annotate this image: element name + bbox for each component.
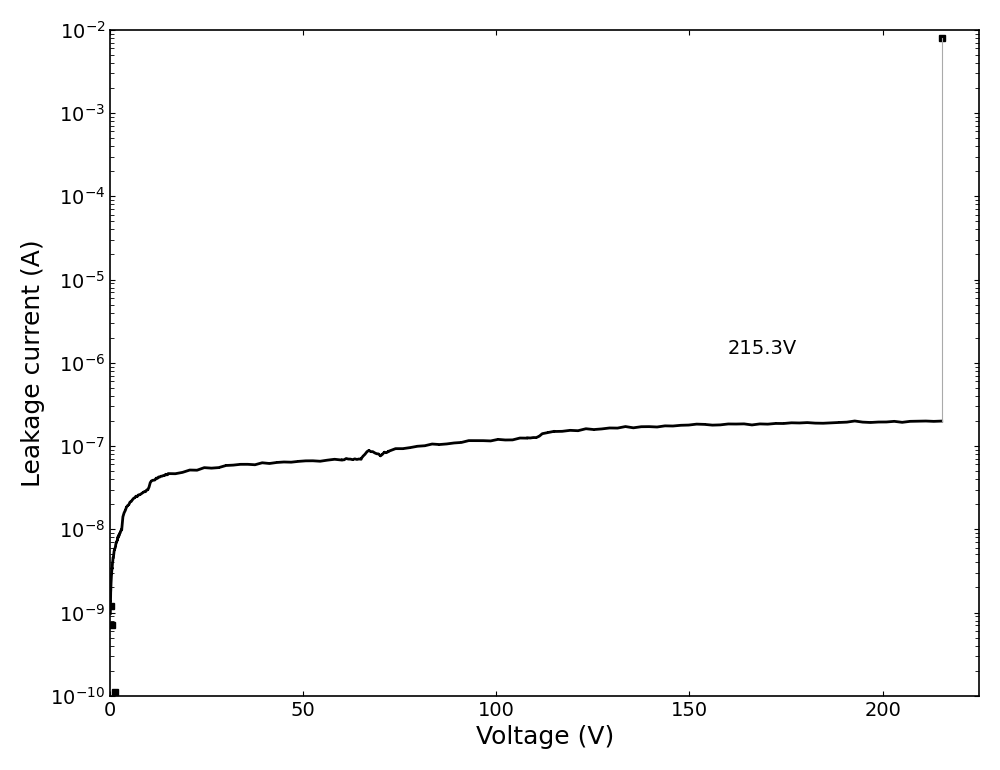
Text: 215.3V: 215.3V [728,339,797,357]
Y-axis label: Leakage current (A): Leakage current (A) [21,239,45,487]
X-axis label: Voltage (V): Voltage (V) [476,725,614,749]
